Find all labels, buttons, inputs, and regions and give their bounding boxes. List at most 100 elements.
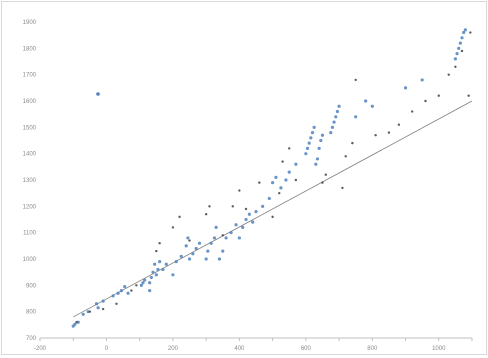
data-point-primary — [304, 152, 308, 156]
data-point-secondary — [321, 181, 324, 184]
data-point-secondary — [288, 147, 291, 150]
data-point-primary — [148, 281, 152, 285]
y-tick-label: 1900 — [23, 20, 37, 26]
data-point-primary — [330, 125, 335, 129]
data-point-primary — [317, 146, 321, 150]
data-point-primary — [305, 146, 310, 150]
y-tick-label: 1200 — [23, 204, 37, 210]
y-tick-label: 700 — [26, 336, 37, 342]
data-point-secondary — [437, 94, 440, 97]
data-point-primary — [174, 260, 178, 264]
data-point-secondary — [204, 213, 208, 216]
data-point-primary — [111, 294, 115, 298]
y-tick-label: 1000 — [23, 257, 37, 263]
data-point-secondary — [324, 173, 327, 176]
data-point-secondary — [271, 215, 274, 219]
data-point-secondary — [221, 234, 224, 237]
data-point-primary — [197, 241, 202, 245]
data-point-primary — [463, 28, 467, 32]
data-point-secondary — [374, 134, 377, 137]
data-point-primary — [244, 217, 248, 222]
x-tick-label: 1000 — [432, 346, 446, 352]
y-tick-label: 900 — [26, 283, 37, 289]
data-point-primary — [337, 104, 341, 108]
data-point-primary — [279, 186, 283, 190]
data-point-secondary — [238, 189, 241, 192]
y-tick-label: 1800 — [23, 46, 37, 52]
data-point-secondary — [171, 226, 175, 229]
data-point-primary — [143, 278, 147, 282]
data-point-primary — [224, 236, 228, 240]
data-point-primary — [126, 291, 130, 295]
data-point-secondary — [447, 73, 450, 76]
data-point-primary — [247, 212, 251, 216]
data-point-primary — [237, 236, 241, 240]
data-point-primary — [184, 244, 188, 248]
data-point-primary — [287, 170, 291, 174]
data-point-primary — [158, 260, 162, 264]
data-point-primary — [234, 223, 238, 227]
data-point-primary — [204, 257, 208, 261]
data-point-primary — [194, 246, 198, 251]
data-point-secondary — [460, 49, 464, 53]
data-point-primary — [370, 104, 374, 108]
data-point-primary — [309, 136, 313, 140]
data-point-primary — [241, 225, 245, 229]
data-point-secondary — [341, 186, 344, 190]
x-axis-ticks: -200 0 200 400 600 800 1000 — [34, 338, 473, 352]
data-point-primary — [141, 281, 145, 285]
data-point-primary — [354, 115, 358, 119]
y-tick-label: 800 — [26, 310, 37, 316]
data-point-primary — [73, 322, 77, 326]
data-point-primary — [261, 204, 265, 208]
x-tick-label: 0 — [105, 346, 109, 352]
y-tick-label: 1500 — [23, 125, 37, 131]
data-point-primary — [187, 257, 192, 261]
data-point-primary — [332, 120, 336, 124]
data-point-primary — [267, 196, 271, 201]
y-axis-ticks: 700 800 900 1000 1100 1200 1300 1400 1500 1600 170… — [23, 20, 37, 342]
data-point-secondary — [101, 307, 105, 311]
data-point-primary — [335, 109, 340, 114]
data-point-primary — [320, 133, 325, 137]
data-point-primary — [149, 275, 153, 280]
data-point-primary — [334, 115, 338, 119]
data-point-primary — [329, 131, 333, 135]
data-point-primary — [453, 57, 457, 61]
data-point-primary — [209, 241, 213, 245]
data-point-secondary — [351, 141, 354, 145]
data-point-secondary — [178, 215, 181, 219]
x-tick-label: 800 — [367, 346, 378, 352]
y-tick-label: 1700 — [23, 73, 37, 79]
data-point-primary — [221, 249, 225, 253]
legend — [96, 92, 100, 96]
data-point-secondary — [410, 110, 414, 113]
data-point-primary — [319, 138, 323, 143]
data-point-secondary — [115, 302, 118, 305]
data-point-secondary — [397, 123, 401, 126]
x-tick-label: 600 — [301, 346, 312, 352]
legend-marker — [96, 92, 100, 96]
data-point-secondary — [208, 205, 211, 208]
data-point-primary — [403, 86, 408, 90]
data-point-secondary — [281, 160, 284, 163]
data-point-primary — [156, 267, 160, 272]
data-point-primary — [212, 236, 217, 240]
data-point-secondary — [188, 239, 191, 242]
data-point-primary — [81, 312, 85, 316]
data-point-secondary — [135, 284, 138, 287]
y-tick-label: 1600 — [23, 99, 37, 105]
data-point-secondary — [75, 321, 78, 324]
x-tick-label: 200 — [168, 346, 179, 352]
data-point-primary — [214, 225, 218, 229]
data-point-secondary — [454, 65, 457, 68]
data-point-primary — [274, 175, 278, 179]
data-point-primary — [206, 249, 210, 253]
y-tick-label: 1400 — [23, 152, 37, 158]
data-point-primary — [153, 262, 157, 266]
data-point-primary — [94, 302, 99, 306]
data-point-primary — [458, 41, 462, 45]
data-point-primary — [191, 252, 195, 256]
points-layer — [71, 28, 472, 328]
